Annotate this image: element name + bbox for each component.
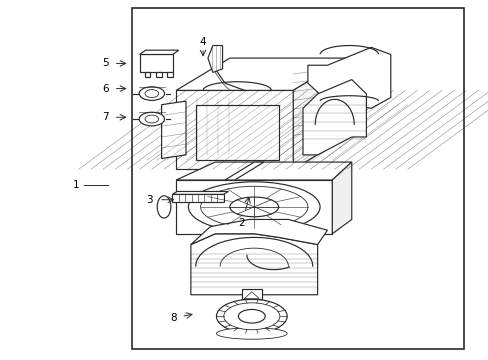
Polygon shape bbox=[166, 72, 172, 77]
Polygon shape bbox=[224, 162, 264, 180]
Text: 4: 4 bbox=[199, 37, 206, 47]
Polygon shape bbox=[242, 289, 261, 300]
Ellipse shape bbox=[200, 186, 307, 228]
Text: 3: 3 bbox=[146, 195, 152, 205]
Ellipse shape bbox=[139, 87, 164, 100]
Ellipse shape bbox=[145, 90, 158, 98]
Polygon shape bbox=[190, 234, 317, 295]
Polygon shape bbox=[303, 80, 366, 155]
Polygon shape bbox=[190, 220, 327, 244]
Polygon shape bbox=[207, 45, 222, 72]
Ellipse shape bbox=[216, 299, 286, 333]
Polygon shape bbox=[140, 50, 178, 54]
Polygon shape bbox=[176, 162, 351, 180]
Text: 5: 5 bbox=[102, 58, 109, 68]
Text: 1: 1 bbox=[73, 180, 80, 190]
Text: 6: 6 bbox=[102, 84, 109, 94]
Polygon shape bbox=[156, 72, 161, 77]
Ellipse shape bbox=[139, 112, 164, 126]
Polygon shape bbox=[176, 180, 331, 234]
Text: 8: 8 bbox=[170, 313, 177, 323]
Polygon shape bbox=[307, 47, 390, 108]
Ellipse shape bbox=[216, 328, 286, 339]
Polygon shape bbox=[331, 162, 351, 234]
Polygon shape bbox=[176, 58, 346, 90]
Polygon shape bbox=[176, 90, 293, 169]
Polygon shape bbox=[140, 54, 172, 72]
Polygon shape bbox=[293, 58, 346, 169]
Ellipse shape bbox=[188, 182, 320, 232]
Bar bbox=[132, 8, 463, 348]
Text: 7: 7 bbox=[102, 112, 109, 122]
Ellipse shape bbox=[157, 196, 170, 218]
Polygon shape bbox=[144, 72, 150, 77]
Ellipse shape bbox=[229, 197, 278, 217]
Polygon shape bbox=[172, 192, 228, 194]
Polygon shape bbox=[161, 101, 185, 158]
Ellipse shape bbox=[224, 303, 279, 330]
Polygon shape bbox=[195, 105, 278, 160]
Polygon shape bbox=[172, 194, 223, 202]
Ellipse shape bbox=[145, 115, 158, 123]
Ellipse shape bbox=[238, 310, 264, 323]
Text: 2: 2 bbox=[238, 218, 245, 228]
